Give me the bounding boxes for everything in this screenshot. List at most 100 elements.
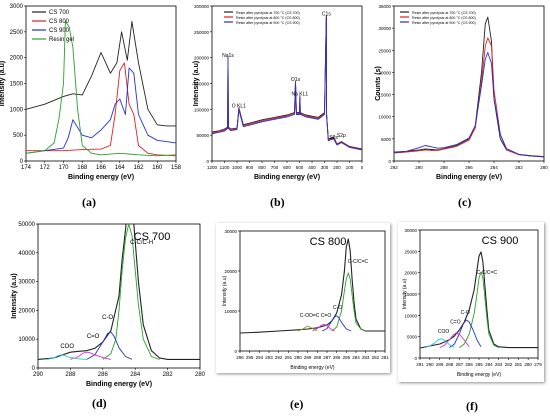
x-tick-label: 164 (115, 165, 126, 171)
x-tick-label: 284 (352, 355, 360, 360)
series-line-envelope (38, 224, 200, 360)
y-tick-label: 500 (13, 133, 24, 139)
x-tick-label: 400 (308, 165, 316, 170)
x-tick-label: 162 (133, 165, 144, 171)
x-tick-label: 290 (294, 355, 302, 360)
series-line-resin-gel (26, 21, 176, 157)
y-tick-label: 200000 (194, 56, 210, 61)
y-tick-label: 100000 (194, 107, 210, 112)
peak-label: C=O (450, 320, 461, 326)
y-tick-label: 40000 (18, 251, 35, 257)
peak-label: Na1s (222, 53, 234, 59)
x-tick-label: 600 (283, 165, 291, 170)
y-axis-label: Intensity (a.u) (11, 273, 18, 319)
panel-label-c: (c) (458, 195, 472, 209)
y-tick-label: 0 (234, 349, 237, 354)
x-tick-label: 284 (485, 362, 493, 367)
peak-label: C1s (322, 12, 331, 18)
series-line-c-o (312, 323, 335, 332)
peak-label: COO (60, 344, 74, 350)
x-tick-label: 500 (296, 165, 304, 170)
panel-d: 290 288 286 284 282 280 0 10000 20000 30000 40000 5… (0, 212, 208, 419)
chart-a: 174 172 170 168 166 164 162 160 158 0 500 1000 1500 2… (0, 4, 182, 181)
series-line-c-o (439, 332, 470, 349)
x-tick-label: 293 (265, 355, 273, 360)
y-tick-label: 10000 (378, 115, 391, 120)
legend-label: Resin after pyrolysis at 700 °C (CS 700) (412, 11, 476, 15)
panel-label-a: (a) (82, 195, 96, 209)
y-axis-label: Intensity (a.u) (402, 279, 408, 310)
x-tick-label: 300 (321, 165, 329, 170)
legend-label: CS 800 (49, 19, 70, 25)
legend-label: Resin after pyrolysis at 800 °C (CS 800) (236, 16, 300, 20)
series-line-envelope (420, 251, 538, 349)
y-tick-label: 0 (414, 356, 417, 361)
peak-label: O KL1 (232, 104, 246, 110)
panel-e: 296 295 294 293 292 291 290 289 288 287 286 285 284 2… (216, 223, 390, 373)
peak-label: C-O (461, 310, 470, 316)
x-tick-label: 282 (163, 372, 174, 378)
peak-label: Na KL1 (292, 92, 309, 98)
series-line-c-oo-c (297, 325, 318, 332)
plot-area (419, 229, 539, 359)
peak-label: C-OO=C (300, 313, 320, 319)
x-tick-label: 0 (361, 165, 364, 170)
y-tick-label: 15000 (378, 93, 391, 98)
y-tick-label: 150000 (194, 82, 210, 87)
x-tick-label: 289 (304, 355, 312, 360)
x-tick-label: 172 (40, 165, 51, 171)
x-axis-label: Binding energy (eV) (457, 372, 502, 378)
series-line-coo (424, 338, 455, 349)
x-axis-label: Binding energy (eV) (290, 365, 335, 371)
series-line-coo (46, 354, 87, 360)
panel-label-d: (d) (92, 396, 107, 410)
x-tick-label: 282 (515, 165, 523, 170)
x-tick-label: 292 (275, 355, 283, 360)
x-tick-label: 1100 (220, 165, 230, 170)
x-tick-label: 284 (490, 165, 498, 170)
y-tick-label: 50000 (18, 222, 35, 228)
x-tick-label: 280 (540, 165, 548, 170)
y-axis-label: Intensity (a.u) (193, 61, 200, 107)
y-tick-label: 0 (206, 159, 209, 164)
y-tick-label: 0 (388, 159, 391, 164)
y-tick-label: 20000 (378, 70, 391, 75)
x-tick-label: 288 (65, 372, 76, 378)
y-tick-label: 30000 (404, 228, 417, 233)
y-tick-label: 1000 (10, 107, 24, 113)
series-line-resin-after-pyrolysis-at-900-c-cs-900- (394, 52, 544, 158)
y-tick-label: 3000 (10, 4, 24, 10)
peak-label: C-O (333, 305, 342, 311)
panel-label-b: (b) (270, 195, 285, 209)
x-tick-label: 290 (415, 165, 423, 170)
peak-label: C=O (321, 313, 332, 319)
y-tick-label: 5000 (407, 335, 418, 340)
peak-label: C-C/C=C (348, 259, 369, 265)
series-line-cs-900 (26, 67, 176, 154)
legend-label: Resin gel (49, 37, 74, 43)
x-tick-label: 900 (246, 165, 254, 170)
plot-area (393, 5, 545, 162)
chart-title: CS 900 (482, 235, 519, 247)
x-tick-label: 283 (495, 362, 503, 367)
x-tick-label: 160 (152, 165, 163, 171)
peak-label: C-C/C-H (130, 240, 153, 246)
x-tick-label: 100 (346, 165, 354, 170)
x-tick-label: 292 (390, 165, 398, 170)
y-tick-label: 1500 (10, 82, 24, 88)
series-line-resin-after-pyrolysis-at-900-c-cs-900- (212, 17, 362, 151)
y-tick-label: 20000 (224, 269, 237, 274)
x-tick-label: 290 (426, 362, 434, 367)
x-tick-label: 289 (436, 362, 444, 367)
plot-area (25, 5, 177, 162)
y-tick-label: 20000 (404, 271, 417, 276)
x-tick-label: 800 (258, 165, 266, 170)
series-line-cs-700 (26, 21, 176, 127)
x-tick-label: 285 (475, 362, 483, 367)
panel-b: 1200 1100 1000 900 800 700 600 500 400 300 200 100 0… (182, 0, 368, 210)
x-tick-label: 280 (195, 372, 206, 378)
legend-label: Resin after pyrolysis at 700 °C (CS 700) (236, 11, 300, 15)
x-axis-label: Binding energy (eV) (68, 174, 134, 181)
panel-label-f: (f) (466, 399, 478, 413)
x-tick-label: 286 (333, 355, 341, 360)
